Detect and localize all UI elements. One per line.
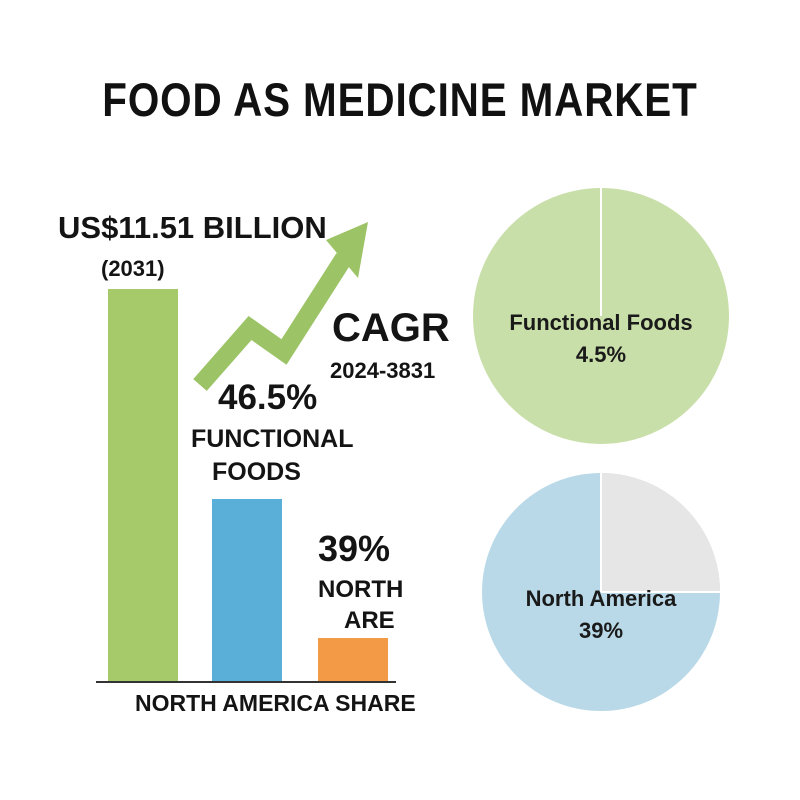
north-pct-label: 39% — [318, 528, 391, 569]
bar-market-value — [108, 289, 178, 681]
x-axis-label: NORTH AMERICA SHARE — [135, 690, 416, 716]
cagr-period-label: 2024-3831 — [330, 358, 436, 383]
pie-functional-foods — [473, 188, 729, 444]
bar-functional-foods — [212, 498, 282, 681]
x-axis-line — [96, 681, 396, 683]
north-line1-label: NORTH — [318, 576, 404, 603]
pie-functional-name: Functional Foods — [509, 310, 693, 335]
pie-north-name: North America — [525, 586, 677, 611]
market-year-label: (2031) — [101, 256, 165, 281]
pie-north-value: 39% — [578, 618, 624, 643]
pie-functional-value: 4.5% — [575, 342, 627, 367]
functional-line2-label: FOODS — [212, 458, 301, 486]
cagr-label: CAGR — [332, 306, 450, 350]
market-value-label: US$11.51 BILLION — [58, 210, 327, 245]
north-line2-label: ARE — [344, 607, 395, 634]
functional-line1-label: FUNCTIONAL — [191, 425, 354, 453]
functional-pct-label: 46.5% — [218, 378, 318, 417]
page-title: FOOD AS MEDICINE MARKET — [102, 73, 698, 126]
pie-north-america — [482, 473, 720, 711]
bar-north-america — [318, 638, 388, 681]
